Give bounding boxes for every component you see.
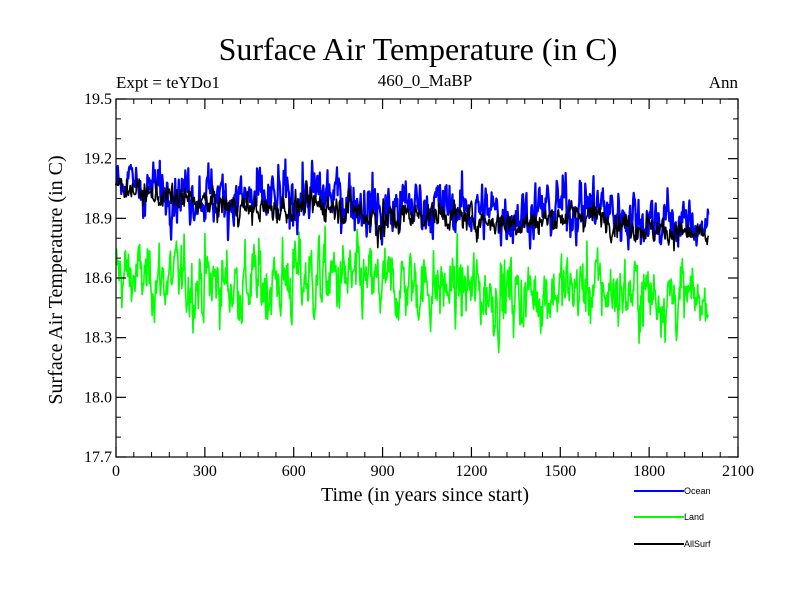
x-tick-label: 2100 <box>722 463 754 480</box>
legend-label-allsurf: AllSurf <box>684 539 711 549</box>
y-tick-label: 18.6 <box>84 270 112 287</box>
x-tick-label: 1200 <box>455 463 487 480</box>
chart-title: Surface Air Temperature (in C) <box>219 31 618 67</box>
y-tick-label: 18.9 <box>84 210 112 227</box>
y-tick-label: 17.7 <box>84 449 112 466</box>
period-label: 460_0_MaBP <box>378 71 472 90</box>
experiment-label: Expt = teYDo1 <box>116 73 220 92</box>
y-axis-label: Surface Air Temperature (in C) <box>45 155 67 404</box>
y-tick-label: 18.0 <box>84 389 112 406</box>
x-tick-label: 1500 <box>544 463 576 480</box>
axes-layer: 0 300 600 900 1200 1500 1800 2100 17.7 18.0 18.3 18… <box>84 91 754 480</box>
series-layer <box>114 158 710 354</box>
y-tick-label: 19.5 <box>84 91 112 108</box>
x-axis-label: Time (in years since start) <box>321 484 529 506</box>
x-tick-label: 600 <box>282 463 306 480</box>
series-line-allsurf <box>115 178 710 252</box>
legend: Ocean Land AllSurf <box>634 486 711 549</box>
legend-label-ocean: Ocean <box>684 486 711 496</box>
y-tick-label: 18.3 <box>84 330 112 347</box>
x-tick-label: 300 <box>193 463 217 480</box>
y-tick-label: 19.2 <box>84 151 112 168</box>
series-line-ocean <box>114 158 710 251</box>
x-tick-label: 1800 <box>633 463 665 480</box>
x-tick-label: 0 <box>112 463 120 480</box>
x-tick-label: 900 <box>371 463 395 480</box>
legend-label-land: Land <box>684 512 704 522</box>
series-line-land <box>115 225 710 354</box>
season-label: Ann <box>709 73 739 92</box>
